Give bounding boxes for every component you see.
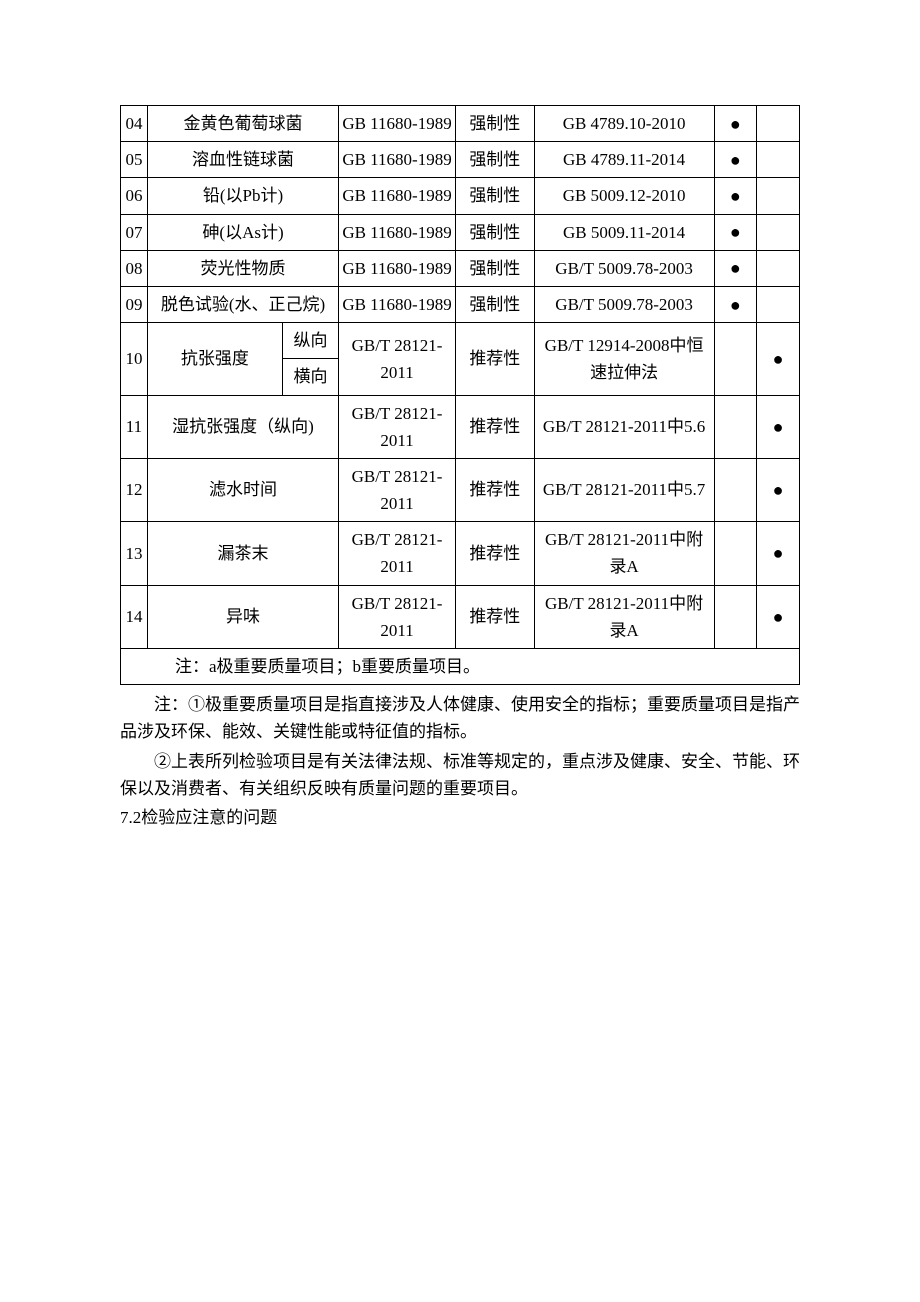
cell-index: 09 — [121, 286, 148, 322]
notes-section: 注：①极重要质量项目是指直接涉及人体健康、使用安全的指标；重要质量项目是指产品涉… — [120, 691, 800, 831]
cell-index: 07 — [121, 214, 148, 250]
cell-name: 荧光性物质 — [147, 250, 338, 286]
cell-name: 湿抗张强度（纵向) — [147, 395, 338, 458]
cell-a: ● — [714, 106, 757, 142]
cell-std: GB 11680-1989 — [339, 142, 456, 178]
table-row: 10抗张强度纵向GB/T 28121-2011推荐性GB/T 12914-200… — [121, 323, 800, 359]
cell-test: GB/T 28121-2011中附录A — [534, 585, 714, 648]
cell-b — [757, 178, 800, 214]
table-row: 06铅(以Pb计)GB 11680-1989强制性GB 5009.12-2010… — [121, 178, 800, 214]
cell-a: ● — [714, 178, 757, 214]
cell-std: GB 11680-1989 — [339, 250, 456, 286]
cell-name: 砷(以As计) — [147, 214, 338, 250]
cell-std: GB 11680-1989 — [339, 214, 456, 250]
cell-nature: 强制性 — [455, 286, 534, 322]
cell-std: GB/T 28121-2011 — [339, 585, 456, 648]
cell-name: 滤水时间 — [147, 458, 338, 521]
cell-name: 金黄色葡萄球菌 — [147, 106, 338, 142]
note-2: ②上表所列检验项目是有关法律法规、标准等规定的，重点涉及健康、安全、节能、环保以… — [120, 748, 800, 802]
cell-std: GB 11680-1989 — [339, 178, 456, 214]
cell-test: GB/T 5009.78-2003 — [534, 286, 714, 322]
cell-index: 05 — [121, 142, 148, 178]
cell-std: GB/T 28121-2011 — [339, 458, 456, 521]
table-row: 07砷(以As计)GB 11680-1989强制性GB 5009.11-2014… — [121, 214, 800, 250]
cell-index: 11 — [121, 395, 148, 458]
cell-test: GB 4789.11-2014 — [534, 142, 714, 178]
table-row: 11湿抗张强度（纵向)GB/T 28121-2011推荐性GB/T 28121-… — [121, 395, 800, 458]
cell-b — [757, 286, 800, 322]
cell-name: 溶血性链球菌 — [147, 142, 338, 178]
cell-test: GB/T 12914-2008中恒速拉伸法 — [534, 323, 714, 395]
cell-name: 铅(以Pb计) — [147, 178, 338, 214]
cell-test: GB/T 28121-2011中5.7 — [534, 458, 714, 521]
cell-b — [757, 250, 800, 286]
table-row: 13漏茶末GB/T 28121-2011推荐性GB/T 28121-2011中附… — [121, 522, 800, 585]
cell-nature: 推荐性 — [455, 522, 534, 585]
cell-name: 脱色试验(水、正己烷) — [147, 286, 338, 322]
cell-b — [757, 106, 800, 142]
cell-a — [714, 323, 757, 395]
cell-name: 抗张强度 — [147, 323, 282, 395]
cell-test: GB/T 28121-2011中附录A — [534, 522, 714, 585]
note-1: 注：①极重要质量项目是指直接涉及人体健康、使用安全的指标；重要质量项目是指产品涉… — [120, 691, 800, 745]
section-heading: 7.2检验应注意的问题 — [120, 804, 800, 831]
cell-b — [757, 142, 800, 178]
cell-a — [714, 458, 757, 521]
cell-b: ● — [757, 458, 800, 521]
cell-a — [714, 522, 757, 585]
cell-index: 13 — [121, 522, 148, 585]
table-row: 09脱色试验(水、正己烷)GB 11680-1989强制性GB/T 5009.7… — [121, 286, 800, 322]
cell-std: GB/T 28121-2011 — [339, 522, 456, 585]
cell-test: GB 4789.10-2010 — [534, 106, 714, 142]
cell-std: GB/T 28121-2011 — [339, 395, 456, 458]
table-row: 04金黄色葡萄球菌GB 11680-1989强制性GB 4789.10-2010… — [121, 106, 800, 142]
cell-sub: 横向 — [282, 359, 338, 395]
table-footnote-row: 注：a极重要质量项目；b重要质量项目。 — [121, 649, 800, 685]
cell-test: GB 5009.11-2014 — [534, 214, 714, 250]
cell-nature: 强制性 — [455, 106, 534, 142]
cell-nature: 强制性 — [455, 142, 534, 178]
cell-b: ● — [757, 522, 800, 585]
cell-nature: 强制性 — [455, 250, 534, 286]
cell-nature: 强制性 — [455, 214, 534, 250]
cell-std: GB 11680-1989 — [339, 286, 456, 322]
cell-name: 漏茶末 — [147, 522, 338, 585]
cell-index: 08 — [121, 250, 148, 286]
cell-test: GB/T 5009.78-2003 — [534, 250, 714, 286]
cell-nature: 强制性 — [455, 178, 534, 214]
table-footnote: 注：a极重要质量项目；b重要质量项目。 — [121, 649, 800, 685]
cell-a: ● — [714, 250, 757, 286]
cell-nature: 推荐性 — [455, 395, 534, 458]
cell-b: ● — [757, 323, 800, 395]
cell-index: 10 — [121, 323, 148, 395]
cell-nature: 推荐性 — [455, 458, 534, 521]
table-row: 12滤水时间GB/T 28121-2011推荐性GB/T 28121-2011中… — [121, 458, 800, 521]
cell-a: ● — [714, 214, 757, 250]
cell-std: GB 11680-1989 — [339, 106, 456, 142]
cell-nature: 推荐性 — [455, 323, 534, 395]
inspection-items-table: 04金黄色葡萄球菌GB 11680-1989强制性GB 4789.10-2010… — [120, 105, 800, 685]
cell-b — [757, 214, 800, 250]
cell-index: 12 — [121, 458, 148, 521]
table-row: 05溶血性链球菌GB 11680-1989强制性GB 4789.11-2014● — [121, 142, 800, 178]
cell-index: 14 — [121, 585, 148, 648]
cell-nature: 推荐性 — [455, 585, 534, 648]
cell-test: GB 5009.12-2010 — [534, 178, 714, 214]
cell-b: ● — [757, 395, 800, 458]
cell-name: 异味 — [147, 585, 338, 648]
table-row: 08荧光性物质GB 11680-1989强制性GB/T 5009.78-2003… — [121, 250, 800, 286]
cell-sub: 纵向 — [282, 323, 338, 359]
cell-a — [714, 395, 757, 458]
cell-a: ● — [714, 286, 757, 322]
cell-index: 06 — [121, 178, 148, 214]
cell-index: 04 — [121, 106, 148, 142]
cell-std: GB/T 28121-2011 — [339, 323, 456, 395]
cell-test: GB/T 28121-2011中5.6 — [534, 395, 714, 458]
cell-a: ● — [714, 142, 757, 178]
cell-a — [714, 585, 757, 648]
cell-b: ● — [757, 585, 800, 648]
table-row: 14异味GB/T 28121-2011推荐性GB/T 28121-2011中附录… — [121, 585, 800, 648]
